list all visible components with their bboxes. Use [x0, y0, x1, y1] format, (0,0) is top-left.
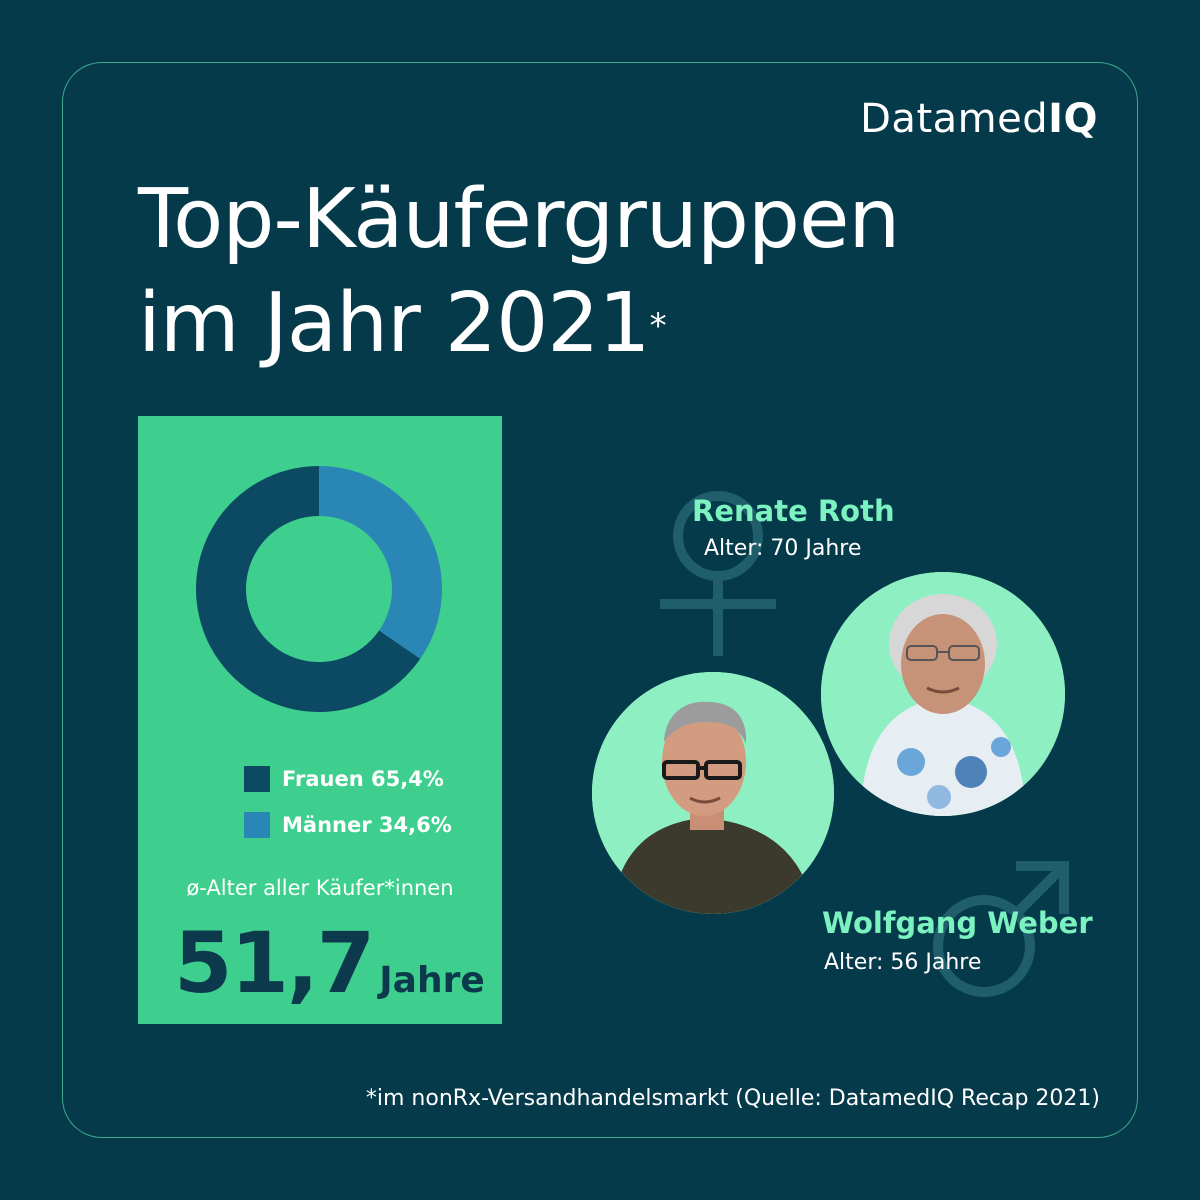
legend-item-maenner: Männer 34,6%	[244, 802, 452, 848]
title-line-2: im Jahr 2021	[138, 276, 651, 371]
title-asterisk: *	[649, 306, 667, 346]
legend-label-frauen: Frauen 65,4%	[282, 767, 444, 791]
portrait-renate-image	[821, 572, 1065, 816]
persona-name-renate: Renate Roth	[692, 494, 895, 528]
donut-slice-maenner	[319, 466, 442, 659]
title-line-1: Top-Käufergruppen	[138, 172, 900, 267]
persona-age-renate: Alter: 70 Jahre	[704, 536, 862, 561]
average-age-unit: Jahre	[379, 960, 485, 1001]
logo-text: Datamed	[860, 96, 1049, 142]
female-symbol-icon	[660, 491, 776, 656]
donut-slice-frauen	[196, 466, 421, 712]
avatar-wolfgang-weber	[592, 672, 834, 914]
portrait-wolfgang-image	[592, 672, 834, 914]
card-frame	[62, 62, 1138, 1138]
datamediq-logo: DatamedIQ	[860, 96, 1098, 142]
source-footnote: *im nonRx-Versandhandelsmarkt (Quelle: D…	[365, 1086, 1100, 1111]
stats-panel: Frauen 65,4% Männer 34,6% ø-Alter aller …	[138, 416, 502, 1024]
page-title: Top-Käufergruppen im Jahr 2021*	[138, 168, 900, 376]
persona-name-wolfgang: Wolfgang Weber	[822, 906, 1093, 940]
male-symbol-icon	[933, 861, 1069, 997]
logo-iq: IQ	[1048, 96, 1098, 142]
chart-legend: Frauen 65,4% Männer 34,6%	[244, 756, 452, 848]
legend-label-maenner: Männer 34,6%	[282, 813, 452, 837]
legend-swatch-frauen	[244, 766, 270, 792]
average-age: 51,7 Jahre	[174, 914, 485, 1012]
average-age-label: ø-Alter aller Käufer*innen	[186, 876, 454, 900]
avatar-renate-roth	[821, 572, 1065, 816]
legend-swatch-maenner	[244, 812, 270, 838]
persona-age-wolfgang: Alter: 56 Jahre	[824, 950, 982, 975]
gender-donut-chart	[196, 466, 442, 712]
average-age-value: 51,7	[174, 914, 375, 1012]
legend-item-frauen: Frauen 65,4%	[244, 756, 452, 802]
